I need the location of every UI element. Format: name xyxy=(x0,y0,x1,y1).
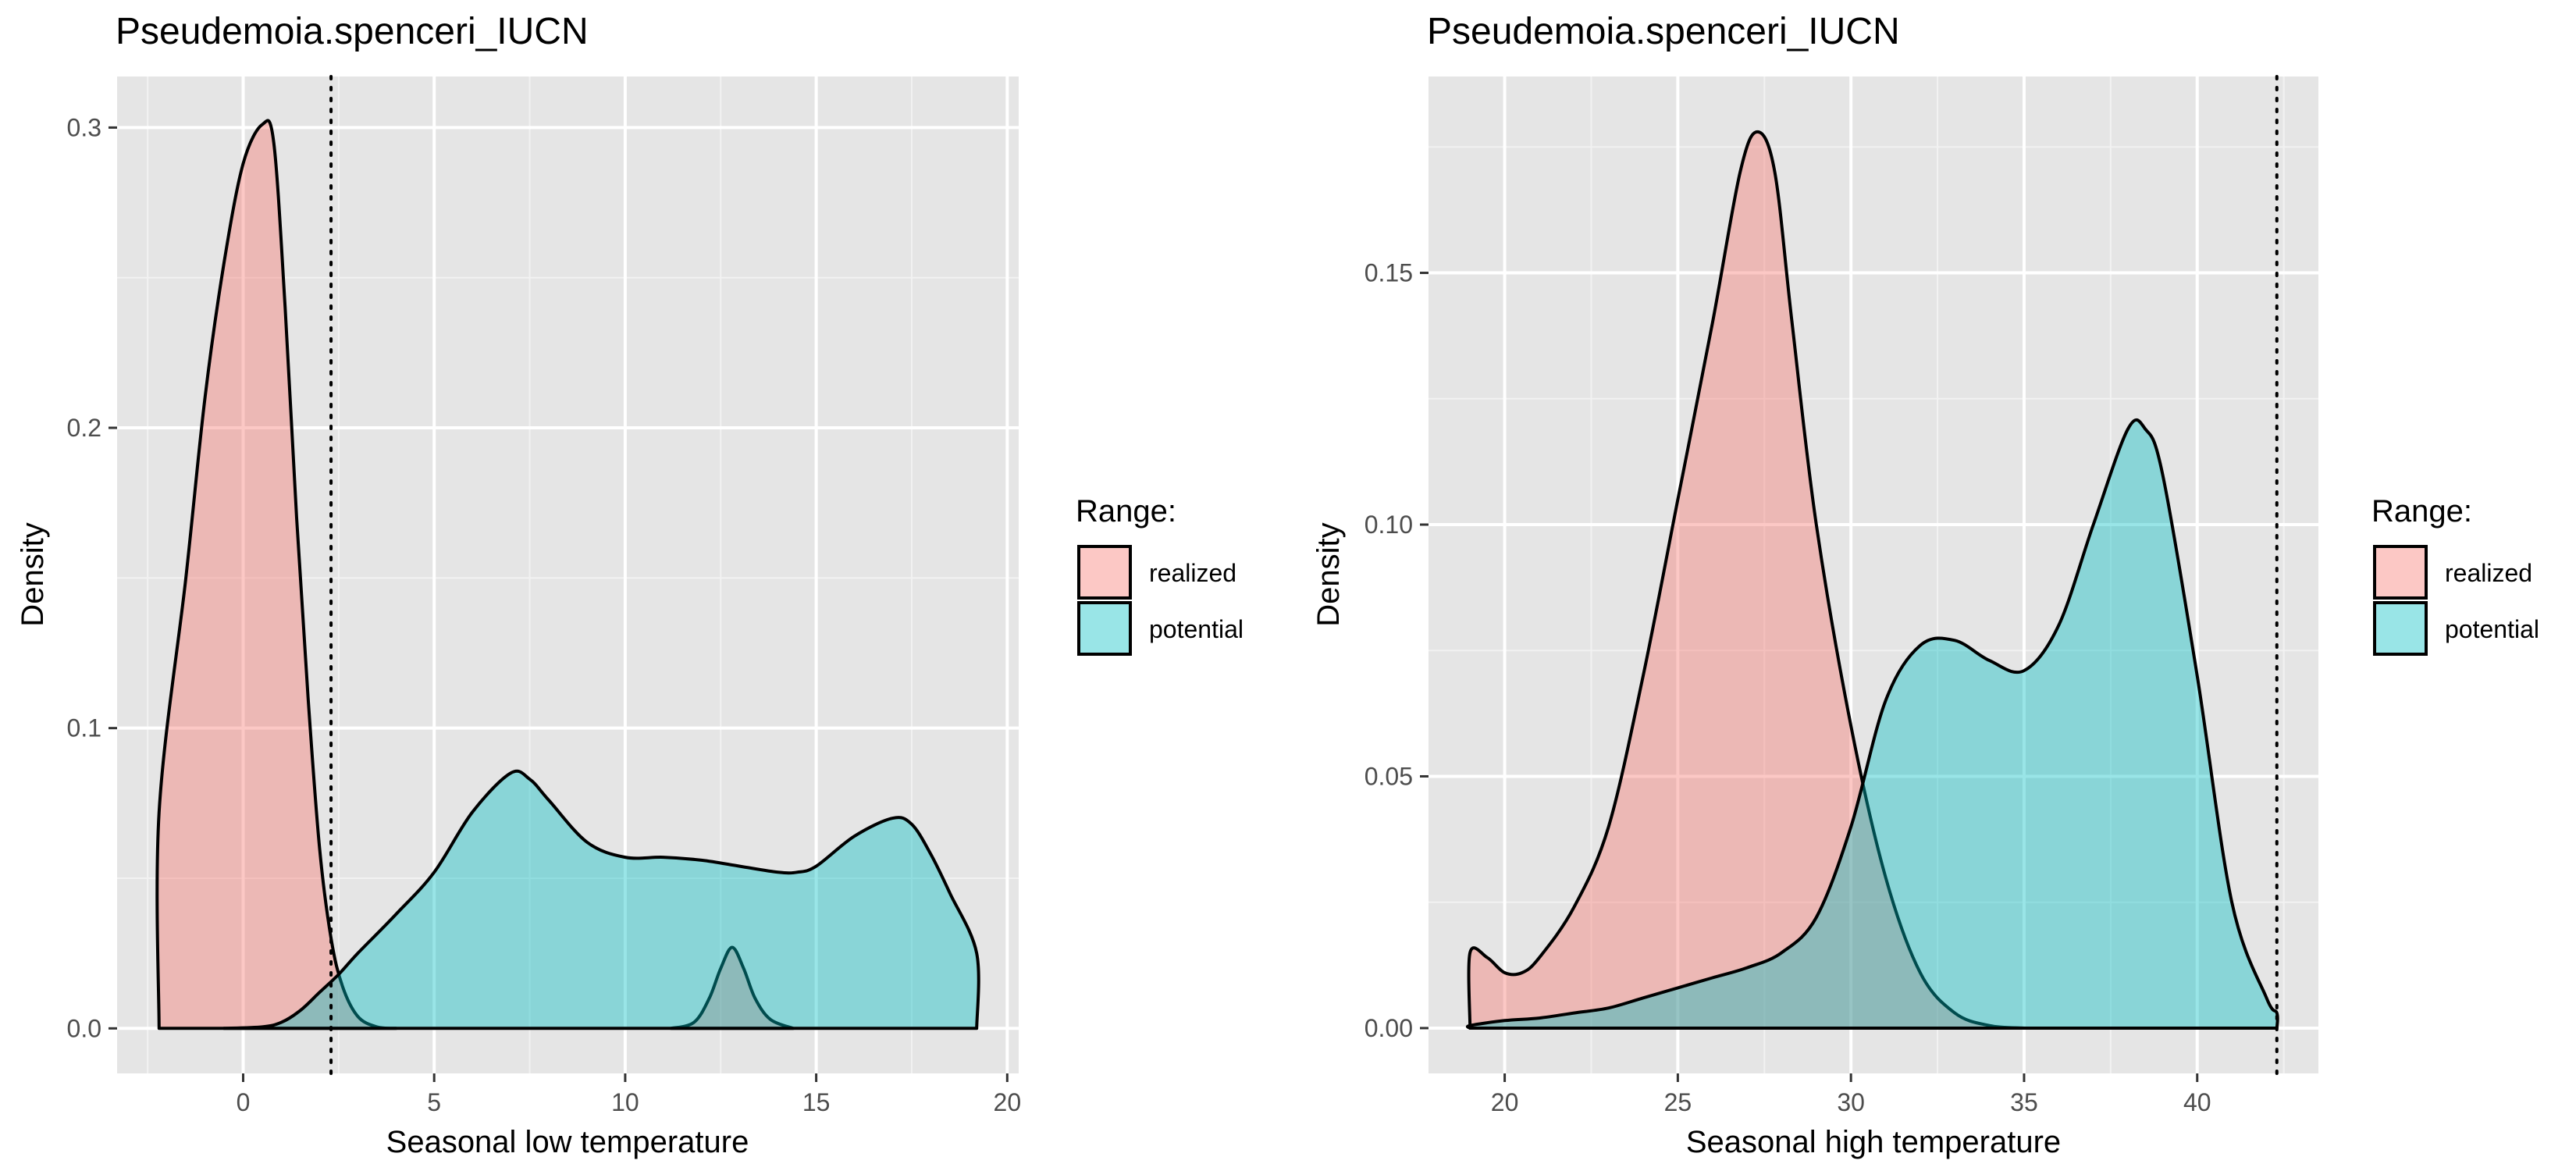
y-tick-label: 0.1 xyxy=(67,714,101,742)
plot-background xyxy=(1429,77,2318,1073)
y-tick-label: 0.15 xyxy=(1364,259,1413,287)
x-tick-label: 5 xyxy=(427,1088,441,1116)
legend-key-realized xyxy=(2373,545,2428,600)
y-tick-label: 0.0 xyxy=(67,1014,101,1042)
density-area-potential xyxy=(222,769,980,1030)
density-areas xyxy=(1465,130,2279,1030)
x-axis-title: Seasonal low temperature xyxy=(386,1125,749,1159)
plot-background xyxy=(117,77,1019,1073)
x-tick-label: 0 xyxy=(237,1088,251,1116)
chart-panel-low-temperature: Pseudemoia.spenceri_IUCN 0 5 10 15 200.00.10… xyxy=(16,11,1244,1159)
legend-title: Range: xyxy=(2371,494,2472,529)
legend-label-realized: realized xyxy=(2445,559,2532,587)
legend-label-realized: realized xyxy=(1149,559,1236,587)
density-area-realized xyxy=(669,945,795,1030)
y-tick-label: 0.10 xyxy=(1364,511,1413,539)
chart-panel-high-temperature: Pseudemoia.spenceri_IUCN 20 25 30 35 40 0.00 0… xyxy=(1311,11,2539,1159)
density-area-potential xyxy=(1465,418,2279,1030)
density-area-realized xyxy=(1467,130,2026,1030)
legend-label-potential: potential xyxy=(2445,615,2539,643)
x-tick-label: 40 xyxy=(2183,1088,2211,1116)
axis-ticks: 20 25 30 35 40 0.00 0.05 0.10 0.15 xyxy=(1364,259,2211,1116)
y-tick-label: 0.2 xyxy=(67,414,101,442)
y-tick-label: 0.05 xyxy=(1364,762,1413,790)
y-axis-title: Density xyxy=(16,522,50,626)
x-tick-label: 20 xyxy=(1491,1088,1519,1116)
axis-ticks: 0 5 10 15 20 0.0 0.1 0.2 0.3 xyxy=(67,113,1022,1116)
legend: Range: realized potential xyxy=(1076,494,1244,656)
legend-label-potential: potential xyxy=(1149,615,1244,643)
x-tick-label: 25 xyxy=(1664,1088,1692,1116)
legend-title: Range: xyxy=(1076,494,1176,529)
x-tick-label: 20 xyxy=(994,1088,1022,1116)
density-areas xyxy=(155,119,980,1030)
y-tick-label: 0.3 xyxy=(67,113,101,141)
y-axis-title: Density xyxy=(1311,522,1346,626)
chart-title: Pseudemoia.spenceri_IUCN xyxy=(1427,11,1900,52)
density-area-realized xyxy=(155,119,398,1030)
legend: Range: realized potential xyxy=(2371,494,2539,656)
y-tick-label: 0.00 xyxy=(1364,1014,1413,1042)
legend-key-potential xyxy=(2373,601,2428,656)
legend-key-potential xyxy=(1077,601,1132,656)
chart-title: Pseudemoia.spenceri_IUCN xyxy=(116,11,589,52)
x-tick-label: 30 xyxy=(1837,1088,1865,1116)
x-tick-label: 10 xyxy=(611,1088,639,1116)
legend-key-realized xyxy=(1077,545,1132,600)
x-axis-title: Seasonal high temperature xyxy=(1686,1125,2061,1159)
x-tick-label: 15 xyxy=(802,1088,831,1116)
x-tick-label: 35 xyxy=(2010,1088,2038,1116)
